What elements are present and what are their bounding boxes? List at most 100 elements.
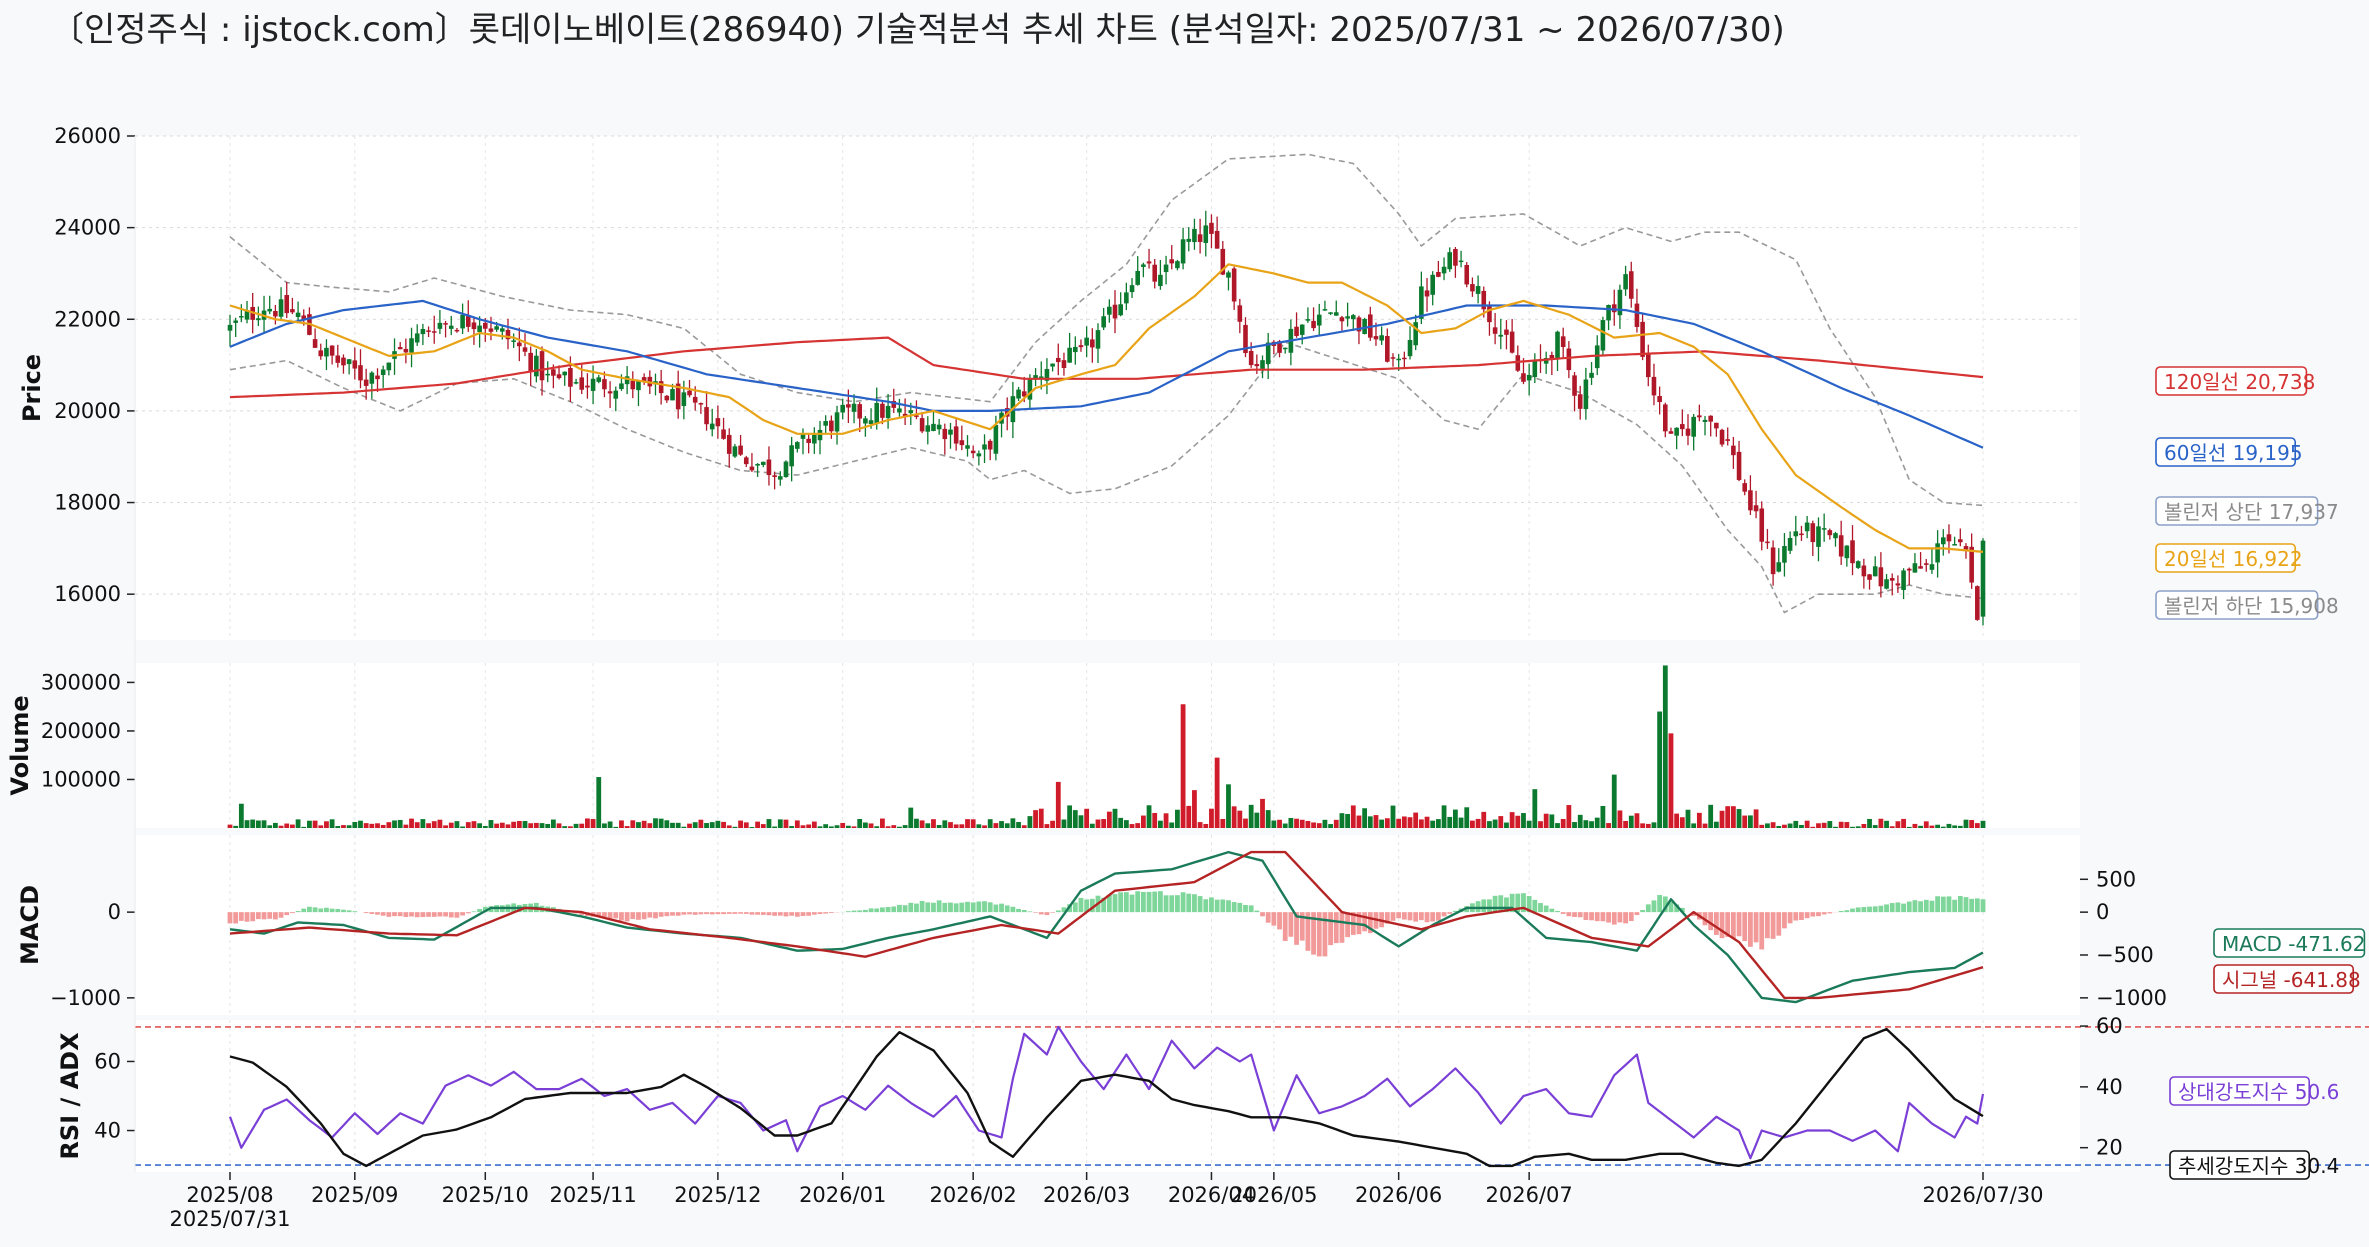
candle-body (1038, 376, 1044, 378)
candle-body (993, 424, 999, 454)
macd-histogram-bar (1044, 912, 1050, 916)
macd-histogram-bar (931, 902, 936, 913)
rsi-legend-tag-box (2169, 1076, 2310, 1106)
volume-bar (1106, 811, 1112, 828)
volume-bar (397, 819, 403, 828)
macd-legend-tag: MACD -471.62 (2213, 928, 2366, 958)
volume-bar (738, 820, 743, 828)
macd-histogram-bar (1328, 912, 1333, 946)
candle-body (579, 377, 585, 390)
macd-histogram-bar (1101, 897, 1107, 913)
macd-histogram-bar (1793, 912, 1799, 921)
volume-bar (1452, 809, 1458, 828)
volume-bar (1969, 820, 1975, 828)
macd-histogram-bar (1929, 900, 1935, 913)
macd-histogram-bar (1294, 912, 1299, 945)
volume-bar (1254, 812, 1260, 828)
macd-histogram-bar (1367, 912, 1373, 934)
volume-bar (545, 823, 551, 828)
macd-histogram-bar (1163, 895, 1169, 913)
volume-bar (307, 820, 312, 828)
volume-bar (823, 824, 829, 828)
volume-bar (880, 818, 885, 828)
candle-body (817, 429, 823, 441)
macd-histogram-bar (1662, 896, 1668, 913)
volume-bar (352, 821, 358, 828)
macd-left-tick-label: −1000 (50, 986, 121, 1010)
macd-histogram-bar (1186, 893, 1192, 913)
candle-body (1572, 375, 1577, 396)
volume-bar (1713, 821, 1719, 828)
volume-bar (1373, 815, 1379, 828)
volume-bar (681, 826, 687, 828)
macd-histogram-bar (743, 912, 749, 914)
volume-bar (312, 820, 318, 828)
candle-body (454, 329, 460, 332)
candle-body (1305, 319, 1311, 321)
candle-body (244, 310, 250, 320)
volume-bar (488, 820, 494, 828)
macd-histogram-bar (987, 902, 993, 913)
volume-bar (1679, 817, 1685, 828)
volume-bar (346, 825, 352, 828)
volume-bar (1475, 818, 1481, 828)
candle-body (1197, 234, 1203, 242)
candle-body (1776, 562, 1782, 572)
candle-body (1424, 290, 1430, 297)
volume-bar (908, 807, 914, 828)
macd-histogram-bar (1555, 910, 1560, 913)
candle-body (1192, 228, 1197, 243)
macd-histogram-bar (1963, 897, 1969, 913)
candle-body (1725, 439, 1731, 441)
rsi-legend-tag-text: 상대강도지수 50.6 (2178, 1080, 2339, 1104)
macd-histogram-bar (766, 912, 772, 916)
volume-bar (755, 821, 761, 828)
volume-bar (931, 819, 936, 828)
macd-histogram-bar (1209, 897, 1214, 913)
volume-bar (1350, 805, 1356, 828)
volume-bar (1878, 818, 1884, 828)
bollinger-upper-line (229, 153, 1984, 507)
volume-bar (1316, 823, 1322, 828)
macd-histogram-bar (1515, 893, 1521, 913)
macd-histogram-bar (238, 912, 244, 921)
volume-bar (1430, 820, 1436, 828)
candle-body (301, 315, 307, 320)
volume-bar (914, 818, 919, 828)
macd-histogram-bar (1084, 899, 1090, 913)
adx-line (229, 1027, 1984, 1168)
candle-body (1078, 345, 1084, 348)
volume-bar (528, 823, 534, 828)
candle-body (568, 368, 573, 387)
macd-histogram-bar (1912, 900, 1918, 913)
candle-body (1175, 261, 1180, 269)
candle-body (1634, 303, 1640, 327)
volume-bar (1328, 824, 1333, 828)
volume-bar (1021, 825, 1027, 828)
volume-bar (1651, 822, 1657, 828)
candle-body (539, 351, 545, 381)
candle-body (1124, 292, 1129, 304)
volume-bar (482, 826, 488, 828)
volume-bar (636, 822, 641, 828)
macd-histogram-bar (1509, 893, 1515, 913)
volume-bar (227, 824, 233, 828)
candle-body (1169, 259, 1175, 264)
candle-body (721, 429, 726, 439)
macd-signal-line (229, 850, 1984, 1000)
volume-bar (1078, 815, 1084, 828)
macd-histogram-bar (1237, 902, 1243, 913)
macd-histogram-bar (1521, 893, 1526, 913)
volume-bar (533, 822, 539, 828)
volume-bar (965, 819, 970, 828)
macd-histogram-bar (1719, 912, 1725, 939)
volume-bar (1543, 813, 1549, 828)
macd-histogram-bar (1787, 912, 1793, 924)
volume-bar (726, 825, 732, 828)
macd-histogram-bar (477, 908, 483, 913)
macd-histogram-bar (1384, 912, 1390, 924)
volume-bar (1577, 814, 1583, 828)
candle-body (1413, 322, 1418, 346)
volume-bar (721, 821, 726, 828)
volume-bar (1572, 822, 1577, 828)
